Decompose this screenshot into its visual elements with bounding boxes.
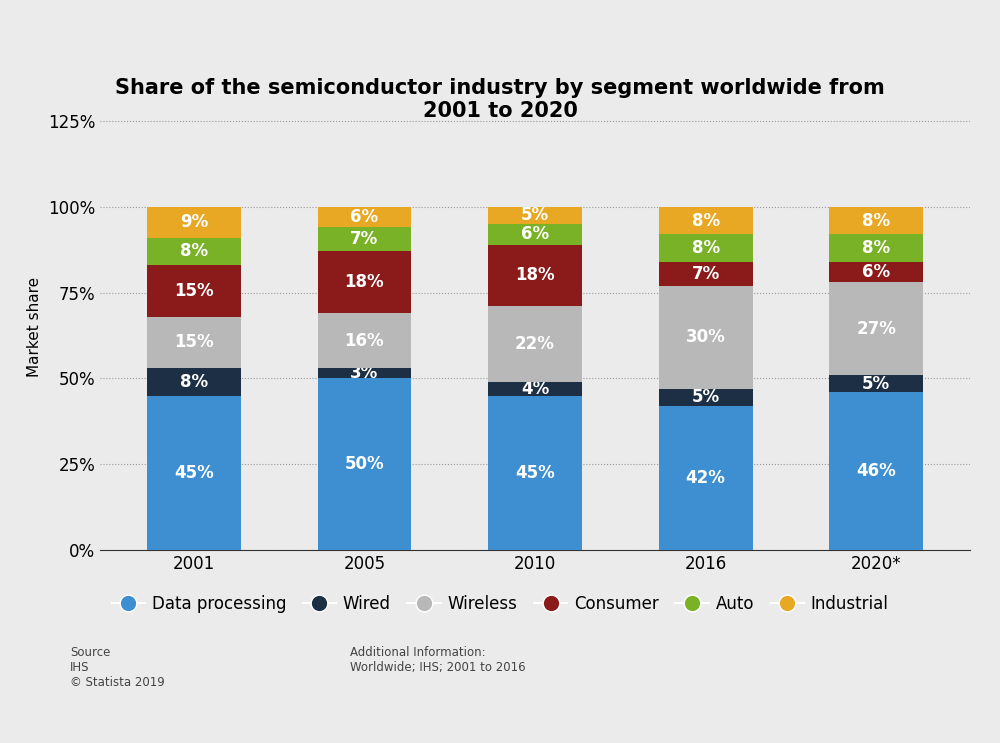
Text: 5%: 5% — [692, 389, 720, 406]
Bar — [318, 207, 411, 227]
Bar — [829, 375, 923, 392]
Bar — [488, 244, 582, 306]
Bar — [659, 286, 753, 389]
Bar — [488, 207, 582, 224]
Text: 8%: 8% — [862, 212, 890, 230]
Bar — [829, 392, 923, 550]
Bar — [659, 207, 753, 234]
Text: 18%: 18% — [345, 273, 384, 291]
Legend: Data processing, Wired, Wireless, Consumer, Auto, Industrial: Data processing, Wired, Wireless, Consum… — [105, 588, 895, 620]
Text: 15%: 15% — [174, 334, 214, 351]
Text: 3%: 3% — [350, 364, 379, 382]
Text: 8%: 8% — [862, 239, 890, 257]
Bar — [488, 224, 582, 244]
Bar — [488, 306, 582, 382]
Y-axis label: Market share: Market share — [27, 277, 42, 377]
Bar — [829, 262, 923, 282]
Bar — [829, 234, 923, 262]
Text: 8%: 8% — [692, 212, 720, 230]
Text: 45%: 45% — [174, 464, 214, 481]
Bar — [488, 382, 582, 395]
Text: 6%: 6% — [521, 225, 549, 243]
Bar — [318, 314, 411, 368]
Text: 7%: 7% — [691, 265, 720, 283]
Text: 5%: 5% — [862, 374, 890, 392]
Text: Additional Information:
Worldwide; IHS; 2001 to 2016: Additional Information: Worldwide; IHS; … — [350, 646, 526, 675]
Text: 16%: 16% — [345, 331, 384, 350]
Bar — [147, 317, 241, 368]
Bar — [659, 389, 753, 406]
Bar — [318, 251, 411, 314]
Bar — [659, 234, 753, 262]
Bar — [659, 262, 753, 286]
Text: 6%: 6% — [862, 263, 890, 281]
Bar — [829, 207, 923, 234]
Text: Source
IHS
© Statista 2019: Source IHS © Statista 2019 — [70, 646, 165, 690]
Text: 5%: 5% — [521, 207, 549, 224]
Text: 42%: 42% — [686, 469, 726, 487]
Text: 6%: 6% — [350, 208, 378, 226]
Bar — [147, 395, 241, 550]
Bar — [147, 265, 241, 317]
Text: 45%: 45% — [515, 464, 555, 481]
Bar — [318, 227, 411, 251]
Text: 15%: 15% — [174, 282, 214, 300]
Bar — [659, 406, 753, 550]
Text: 46%: 46% — [856, 462, 896, 480]
Text: 30%: 30% — [686, 328, 725, 346]
Bar — [147, 207, 241, 238]
Text: Share of the semiconductor industry by segment worldwide from
2001 to 2020: Share of the semiconductor industry by s… — [115, 78, 885, 121]
Text: 27%: 27% — [856, 319, 896, 337]
Bar — [147, 238, 241, 265]
Text: 8%: 8% — [180, 373, 208, 391]
Bar — [829, 282, 923, 375]
Text: 50%: 50% — [345, 455, 384, 473]
Bar — [147, 368, 241, 395]
Text: 22%: 22% — [515, 335, 555, 353]
Text: 7%: 7% — [350, 230, 379, 248]
Text: 8%: 8% — [180, 242, 208, 261]
Bar — [488, 395, 582, 550]
Text: 9%: 9% — [180, 213, 208, 231]
Text: 8%: 8% — [692, 239, 720, 257]
Bar — [318, 378, 411, 550]
Text: 18%: 18% — [515, 267, 555, 285]
Bar — [318, 368, 411, 378]
Text: 4%: 4% — [521, 380, 549, 398]
